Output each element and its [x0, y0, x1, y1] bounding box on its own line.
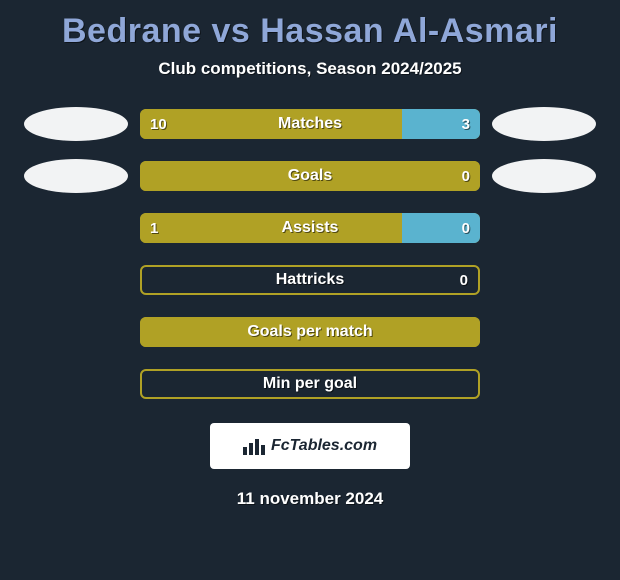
stat-row: Min per goal [0, 367, 620, 401]
blob-spacer [492, 263, 596, 297]
stat-label: Min per goal [142, 371, 478, 397]
player-blob-left [24, 107, 128, 141]
blob-spacer [24, 367, 128, 401]
bar-seg-left [140, 213, 402, 243]
bar-seg-right [402, 213, 480, 243]
comparison-card: Bedrane vs Hassan Al-Asmari Club competi… [0, 0, 620, 580]
stat-bar: Goals0 [140, 161, 480, 191]
stat-bar: Min per goal [140, 369, 480, 399]
stat-rows: Matches103 Goals0 Assists10 Hattricks0 Goals… [0, 107, 620, 401]
stat-bar: Assists10 [140, 213, 480, 243]
blob-spacer [24, 211, 128, 245]
blob-spacer [492, 211, 596, 245]
stat-bar: Matches103 [140, 109, 480, 139]
bar-seg-left [140, 317, 480, 347]
stat-label: Hattricks [142, 267, 478, 293]
stat-row: Hattricks0 [0, 263, 620, 297]
page-title: Bedrane vs Hassan Al-Asmari [0, 12, 620, 51]
source-badge: FcTables.com [210, 423, 410, 469]
source-badge-text: FcTables.com [271, 437, 377, 455]
date-label: 11 november 2024 [0, 489, 620, 509]
blob-spacer [492, 315, 596, 349]
blob-spacer [492, 367, 596, 401]
stat-bar: Hattricks0 [140, 265, 480, 295]
stat-row: Goals per match [0, 315, 620, 349]
player-blob-left [24, 159, 128, 193]
bar-seg-left [140, 109, 402, 139]
bars-icon [243, 437, 265, 455]
stat-row: Matches103 [0, 107, 620, 141]
bar-seg-left [140, 161, 480, 191]
stat-value-right: 0 [460, 267, 468, 293]
stat-row: Assists10 [0, 211, 620, 245]
stat-bar: Goals per match [140, 317, 480, 347]
stat-row: Goals0 [0, 159, 620, 193]
bar-seg-right [402, 109, 480, 139]
player-blob-right [492, 159, 596, 193]
player-blob-right [492, 107, 596, 141]
subtitle: Club competitions, Season 2024/2025 [0, 59, 620, 79]
blob-spacer [24, 315, 128, 349]
blob-spacer [24, 263, 128, 297]
